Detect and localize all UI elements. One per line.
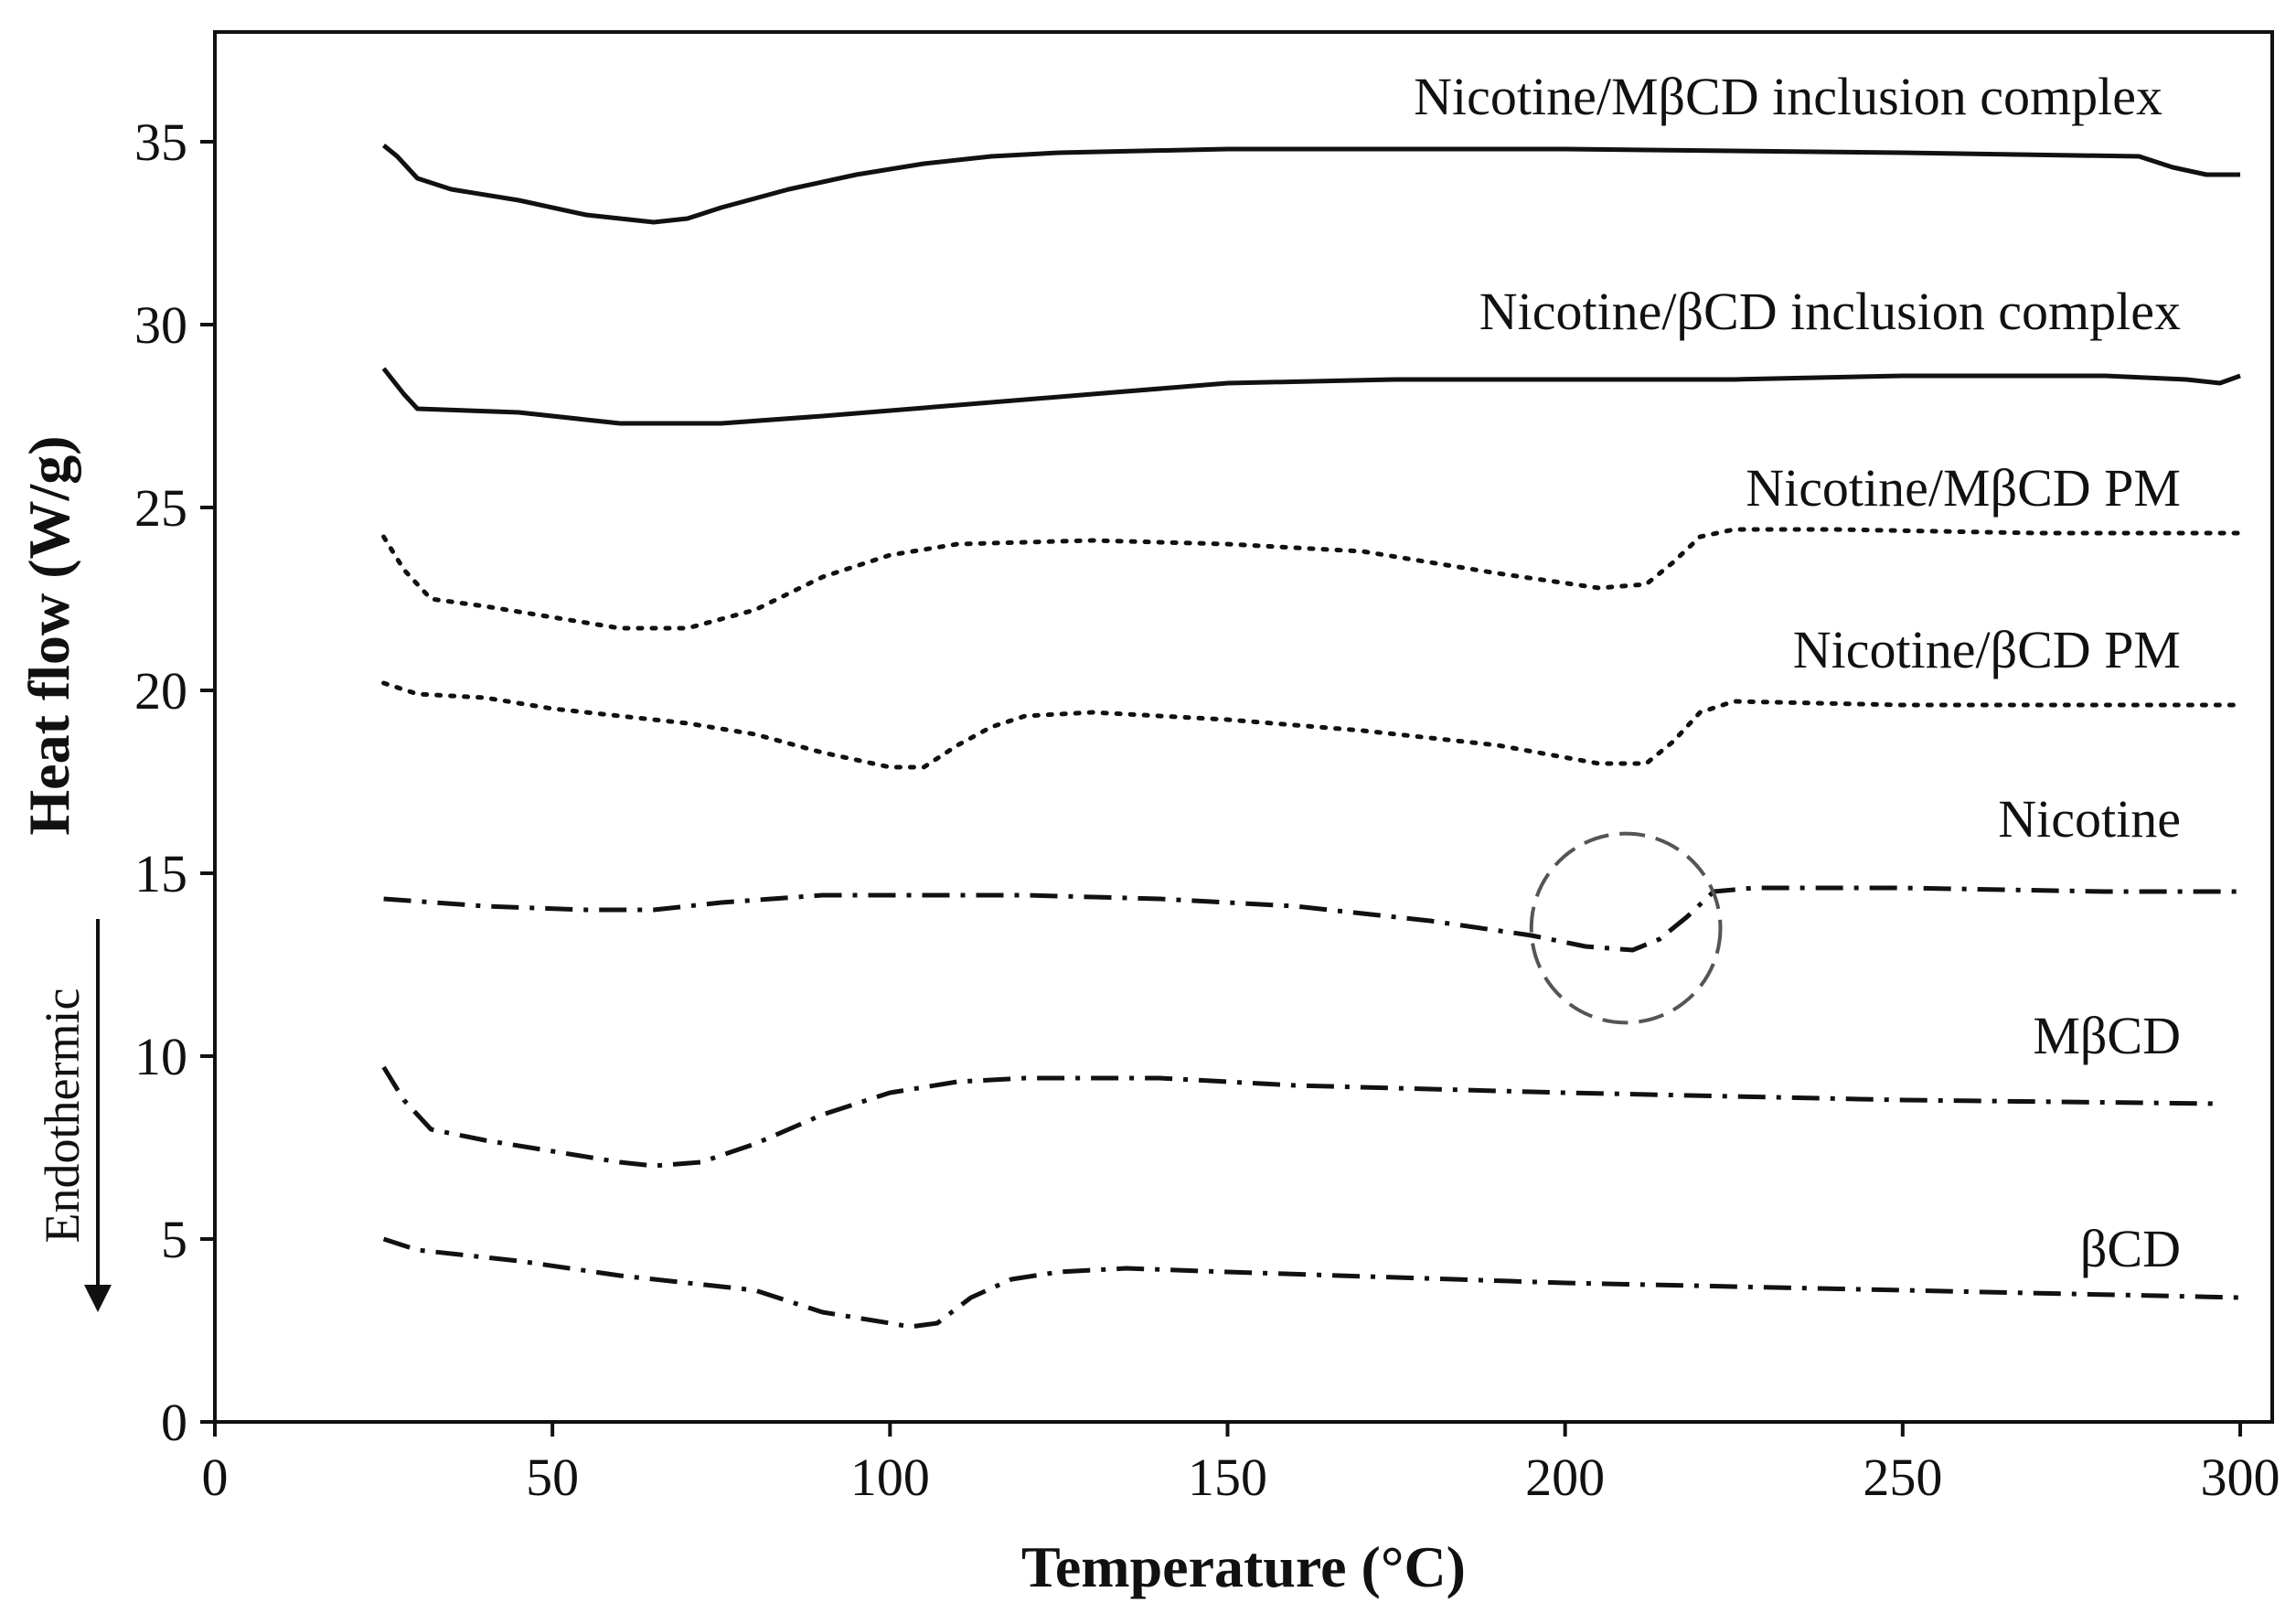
y-tick-label: 15 bbox=[134, 844, 187, 903]
x-tick-label: 100 bbox=[850, 1448, 930, 1507]
plot-frame bbox=[213, 30, 2274, 1424]
arrow-down-icon bbox=[84, 1285, 112, 1312]
y-tick-label: 10 bbox=[134, 1027, 187, 1086]
y-axis-ticks: 0 5 10 15 20 25 30 35 bbox=[134, 112, 215, 1452]
endothermic-indicator: Endothermic bbox=[35, 919, 112, 1312]
series-label-6: MβCD bbox=[2033, 1006, 2181, 1065]
y-tick-label: 30 bbox=[134, 295, 187, 355]
annotation-layer bbox=[1529, 831, 1723, 1025]
series-line-1 bbox=[382, 144, 2240, 225]
x-tick-label: 200 bbox=[1525, 1448, 1605, 1507]
series-line-2 bbox=[381, 367, 2241, 426]
x-tick-label: 150 bbox=[1188, 1448, 1267, 1507]
series-line-7 bbox=[382, 1236, 2241, 1330]
endothermic-label: Endothermic bbox=[35, 988, 90, 1244]
highlight-circle bbox=[1529, 831, 1723, 1025]
series-line-4 bbox=[381, 680, 2243, 770]
series-line-5 bbox=[383, 885, 2240, 953]
series-layer bbox=[381, 144, 2243, 1330]
series-label-3: Nicotine/MβCD PM bbox=[1746, 458, 2181, 518]
series-label-5: Nicotine bbox=[1998, 789, 2181, 849]
y-axis-title: Heat flow (W/g) bbox=[16, 435, 81, 835]
y-tick-label: 20 bbox=[134, 661, 187, 721]
y-tick-label: 5 bbox=[161, 1210, 187, 1269]
y-tick-label: 0 bbox=[161, 1393, 187, 1452]
x-tick-label: 0 bbox=[202, 1448, 229, 1507]
x-axis-ticks: 0 50 100 150 200 250 300 bbox=[202, 1422, 2280, 1507]
series-line-6 bbox=[381, 1065, 2220, 1169]
series-line-3 bbox=[381, 527, 2243, 631]
x-tick-label: 250 bbox=[1863, 1448, 1942, 1507]
y-tick-label: 35 bbox=[134, 112, 187, 172]
series-label-7: βCD bbox=[2080, 1219, 2181, 1278]
series-label-2: Nicotine/βCD inclusion complex bbox=[1479, 282, 2181, 341]
y-tick-label: 25 bbox=[134, 478, 187, 538]
x-tick-label: 50 bbox=[526, 1448, 579, 1507]
x-tick-label: 300 bbox=[2201, 1448, 2280, 1507]
series-label-4: Nicotine/βCD PM bbox=[1793, 620, 2181, 679]
x-axis-title: Temperature (°C) bbox=[1021, 1534, 1466, 1599]
series-label-1: Nicotine/MβCD inclusion complex bbox=[1414, 67, 2163, 126]
series-labels: Nicotine/MβCD inclusion complex Nicotine/… bbox=[1414, 67, 2181, 1278]
